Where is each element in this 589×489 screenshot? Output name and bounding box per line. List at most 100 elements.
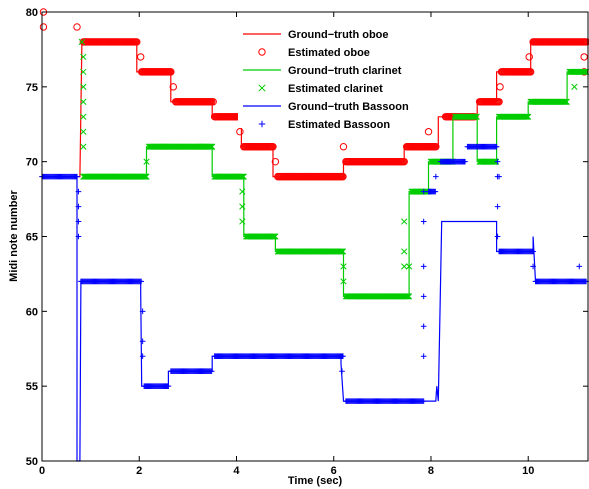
- x-tick-label: 0: [39, 465, 45, 477]
- y-tick-label: 70: [26, 157, 38, 169]
- data-point: [340, 263, 347, 270]
- data-point: [75, 203, 82, 210]
- data-point: [432, 188, 439, 195]
- data-point: [142, 173, 149, 180]
- data-point: [137, 53, 145, 61]
- data-point: [560, 98, 567, 105]
- legend-label: Ground−truth oboe: [288, 29, 389, 41]
- data-point: [523, 113, 530, 120]
- data-point: [74, 173, 80, 180]
- x-tick-label: 10: [522, 465, 534, 477]
- data-point: [433, 173, 439, 180]
- data-point: [420, 398, 427, 404]
- data-point: [239, 188, 246, 195]
- data-point: [272, 233, 279, 240]
- data-point: [239, 218, 246, 225]
- data-point: [239, 203, 246, 210]
- legend-label: Estimated clarinet: [288, 83, 383, 95]
- data-point: [269, 233, 276, 240]
- data-point: [472, 113, 479, 120]
- legend-swatch-marker: [258, 120, 266, 128]
- legend-entry: Estimated clarinet: [258, 83, 383, 95]
- data-point: [80, 128, 87, 135]
- data-point: [471, 113, 478, 120]
- data-point: [80, 113, 87, 120]
- x-tick-label: 8: [428, 465, 434, 477]
- data-point: [165, 383, 172, 389]
- data-point: [470, 113, 477, 120]
- data-point: [39, 23, 48, 31]
- data-point: [270, 233, 277, 240]
- legend-entry: Ground−truth oboe: [243, 29, 389, 41]
- data-point: [138, 278, 144, 285]
- data-point: [580, 68, 588, 76]
- data-point: [206, 143, 213, 150]
- legend: Ground−truth oboe Estimated oboe Ground−tr…: [238, 22, 425, 131]
- data-point: [208, 368, 215, 374]
- data-point: [143, 158, 150, 165]
- data-point: [80, 83, 87, 90]
- y-axis-title: Midi note number: [8, 189, 20, 281]
- legend-label: Estimated oboe: [288, 47, 370, 59]
- legend-swatch-marker: [258, 48, 266, 56]
- data-point: [571, 83, 578, 90]
- y-tick-label: 80: [26, 7, 38, 19]
- data-point: [494, 203, 501, 210]
- series-markers-estimated-oboe: [39, 8, 589, 181]
- data-point: [403, 293, 410, 300]
- data-point: [143, 173, 150, 180]
- data-point: [340, 278, 347, 285]
- data-point: [420, 263, 427, 270]
- data-point: [169, 83, 177, 91]
- data-point: [491, 158, 498, 165]
- data-point: [494, 158, 501, 165]
- data-point: [490, 158, 497, 165]
- data-point: [167, 68, 175, 76]
- data-point: [80, 98, 87, 105]
- data-point: [133, 38, 141, 46]
- data-point: [562, 98, 569, 105]
- data-point: [339, 368, 345, 374]
- data-point: [420, 293, 427, 300]
- data-point: [524, 113, 531, 120]
- axes: 0 2 4 6 8 10 50 55 60 65 70 75 80: [26, 7, 589, 477]
- data-point: [493, 143, 500, 150]
- data-point: [338, 248, 346, 255]
- data-point: [404, 293, 412, 300]
- data-point: [525, 53, 533, 61]
- data-point: [420, 353, 427, 360]
- data-point: [271, 233, 278, 240]
- series-line-ground-truth-bassoon: [42, 176, 587, 462]
- data-point: [420, 323, 427, 330]
- data-point: [209, 98, 217, 106]
- data-point: [80, 53, 87, 61]
- data-point: [240, 173, 247, 180]
- data-point: [582, 38, 589, 46]
- data-point: [522, 113, 529, 120]
- data-point: [405, 263, 413, 270]
- y-tick-label: 50: [26, 456, 38, 468]
- data-point: [405, 293, 413, 300]
- data-point: [80, 143, 87, 150]
- y-tick-label: 75: [26, 82, 38, 94]
- data-point: [340, 353, 346, 360]
- data-point: [420, 218, 427, 225]
- data-point: [238, 173, 245, 180]
- data-point: [139, 338, 146, 345]
- x-tick-label: 4: [233, 465, 240, 477]
- legend-label: Ground−truth clarinet: [288, 65, 402, 77]
- data-point: [432, 143, 440, 151]
- data-point: [580, 68, 587, 76]
- data-point: [75, 218, 82, 225]
- legend-label: Ground−truth Bassoon: [288, 101, 409, 113]
- data-point: [139, 308, 146, 315]
- data-point: [530, 248, 536, 255]
- y-tick-label: 60: [26, 306, 38, 318]
- data-point: [580, 53, 588, 61]
- data-point: [496, 83, 504, 91]
- data-point: [530, 263, 536, 270]
- data-point: [526, 68, 535, 76]
- data-point: [236, 128, 244, 136]
- data-point: [73, 23, 81, 31]
